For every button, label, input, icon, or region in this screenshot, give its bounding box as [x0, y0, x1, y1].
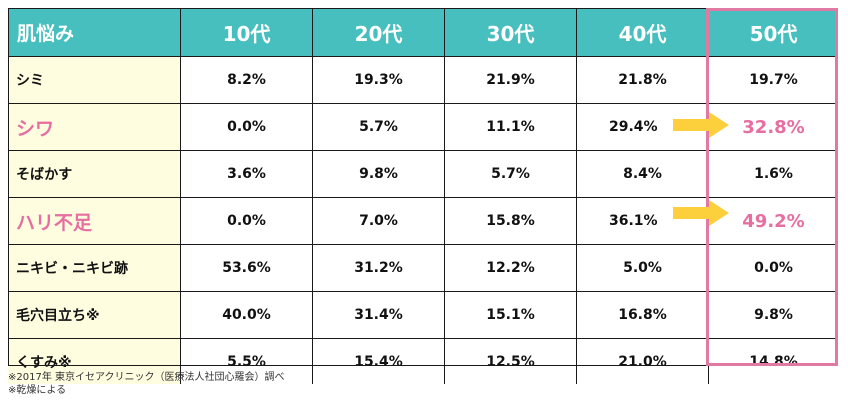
row-label: ニキビ・ニキビ跡	[8, 245, 180, 291]
value-40s: 21.0%	[576, 339, 708, 384]
footnotes: ※2017年 東京イセアクリニック（医療法人社団心羅会）調べ ※乾燥による	[8, 371, 285, 397]
header-50s: 50代	[708, 8, 838, 56]
value-50s: 0.0%	[708, 245, 838, 291]
table-row-keana: 毛穴目立ち※ 40.0% 31.4% 15.1% 16.8% 9.8%	[8, 292, 838, 339]
value-40s: 8.4%	[576, 151, 708, 197]
value-10s: 53.6%	[180, 245, 312, 291]
value-20s: 31.4%	[312, 292, 444, 338]
table-row-sobakasu: そばかす 3.6% 9.8% 5.7% 8.4% 1.6%	[8, 151, 838, 198]
value-20s: 31.2%	[312, 245, 444, 291]
row-label: 毛穴目立ち※	[8, 292, 180, 338]
value-30s: 15.8%	[444, 198, 576, 244]
value-20s: 5.7%	[312, 104, 444, 150]
value-10s: 3.6%	[180, 151, 312, 197]
header-concern: 肌悩み	[8, 8, 180, 56]
right-arrow-icon	[673, 112, 729, 138]
table-row-kusumi: くすみ※ 5.5% 15.4% 12.5% 21.0% 14.8%	[8, 339, 838, 384]
table-row-nikibi: ニキビ・ニキビ跡 53.6% 31.2% 12.2% 5.0% 0.0%	[8, 245, 838, 292]
table-row-shiwa: シワ 0.0% 5.7% 11.1% 29.4% 32.8%	[8, 104, 838, 151]
value-50s: 9.8%	[708, 292, 838, 338]
skin-concern-table: 肌悩み 10代 20代 30代 40代 50代 シミ 8.2% 19.3% 21…	[8, 8, 838, 384]
value-50s: 19.7%	[708, 57, 838, 103]
row-label: そばかす	[8, 151, 180, 197]
value-20s: 7.0%	[312, 198, 444, 244]
header-30s: 30代	[444, 8, 576, 56]
value-10s: 0.0%	[180, 198, 312, 244]
row-label: ハリ不足	[8, 198, 180, 244]
table-header-row: 肌悩み 10代 20代 30代 40代 50代	[8, 8, 838, 57]
value-40s: 16.8%	[576, 292, 708, 338]
value-40s: 21.8%	[576, 57, 708, 103]
value-50s: 1.6%	[708, 151, 838, 197]
value-20s: 19.3%	[312, 57, 444, 103]
value-30s: 21.9%	[444, 57, 576, 103]
footnote-source: ※2017年 東京イセアクリニック（医療法人社団心羅会）調べ	[8, 372, 285, 383]
value-20s: 9.8%	[312, 151, 444, 197]
row-label: シミ	[8, 57, 180, 103]
right-arrow-icon	[673, 200, 729, 226]
value-40s: 5.0%	[576, 245, 708, 291]
value-40s: 36.1%	[576, 198, 708, 244]
header-10s: 10代	[180, 8, 312, 56]
footnote-dryness: ※乾燥による	[8, 385, 67, 396]
table-row-shimi: シミ 8.2% 19.3% 21.9% 21.8% 19.7%	[8, 57, 838, 104]
row-label: くすみ※	[8, 339, 180, 384]
value-20s: 15.4%	[312, 339, 444, 384]
value-10s: 8.2%	[180, 57, 312, 103]
value-30s: 12.2%	[444, 245, 576, 291]
value-10s: 40.0%	[180, 292, 312, 338]
value-30s: 5.7%	[444, 151, 576, 197]
value-30s: 11.1%	[444, 104, 576, 150]
header-40s: 40代	[576, 8, 708, 56]
row-label: シワ	[8, 104, 180, 150]
value-10s: 0.0%	[180, 104, 312, 150]
value-40s: 29.4%	[576, 104, 708, 150]
header-20s: 20代	[312, 8, 444, 56]
value-30s: 15.1%	[444, 292, 576, 338]
table-row-hari: ハリ不足 0.0% 7.0% 15.8% 36.1% 49.2%	[8, 198, 838, 245]
value-50s: 14.8%	[708, 339, 838, 384]
value-30s: 12.5%	[444, 339, 576, 384]
